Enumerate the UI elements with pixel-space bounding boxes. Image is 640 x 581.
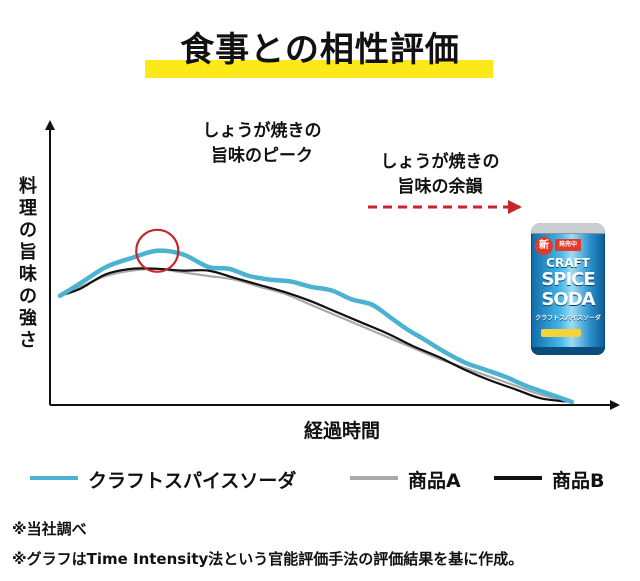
legend-swatch-a xyxy=(350,476,398,480)
lingering-annotation-line: しょうが焼きの xyxy=(381,151,500,172)
y-axis-label-char: の xyxy=(19,286,37,307)
legend-swatch-b xyxy=(494,476,542,480)
peak-annotation-line: しょうが焼きの xyxy=(203,120,322,141)
legend-swatch-craft xyxy=(30,476,78,480)
can-lid xyxy=(531,223,605,234)
y-axis-label-char: さ xyxy=(19,330,37,351)
legend-label-b: 商品B xyxy=(552,470,605,492)
note-method: ※グラフはTime Intensity法という官能評価手法の評価結果を基に作成。 xyxy=(12,550,524,568)
can-line-3: SODA xyxy=(541,289,595,310)
can-brand-logo xyxy=(541,329,581,337)
y-axis-label-char: の xyxy=(19,220,37,241)
series-line-craft xyxy=(57,248,575,405)
can-line-1: CRAFT xyxy=(546,256,590,270)
product-can-image: 新 発売中 CRAFT SPICE SODA クラフトスパイスソーダ xyxy=(531,223,605,355)
legend-label-craft: クラフトスパイスソーダ xyxy=(88,470,297,492)
can-bottom xyxy=(531,347,605,355)
series-layer xyxy=(57,248,575,405)
y-axis-label-char: 旨 xyxy=(19,242,37,263)
legend-label-a: 商品A xyxy=(408,470,461,492)
title-wrap: 食事との相性評価 xyxy=(0,28,640,72)
note-source: ※当社調べ xyxy=(12,520,87,538)
new-badge: 新 xyxy=(535,237,553,255)
peak-circle xyxy=(135,228,180,273)
can-subtitle: クラフトスパイスソーダ xyxy=(535,315,601,322)
series-line-b xyxy=(58,267,574,404)
x-axis-label: 経過時間 xyxy=(304,419,380,442)
title-highlight xyxy=(145,60,493,78)
legend: クラフトスパイスソーダ 商品A 商品B xyxy=(0,462,640,494)
sale-badge: 発売中 xyxy=(555,239,581,251)
y-axis-label-char: 料 xyxy=(19,175,37,197)
series-line-a xyxy=(58,267,574,404)
y-axis-label-char: 理 xyxy=(19,198,37,219)
can-line-2: SPICE xyxy=(541,269,595,290)
peak-annotation-line: 旨味のピーク xyxy=(211,145,313,166)
y-axis-label-char: 強 xyxy=(19,307,37,329)
page-title: 食事との相性評価 xyxy=(180,30,460,70)
y-axis-label-char: 味 xyxy=(19,264,37,285)
lingering-annotation-line: 旨味の余韻 xyxy=(398,176,484,197)
